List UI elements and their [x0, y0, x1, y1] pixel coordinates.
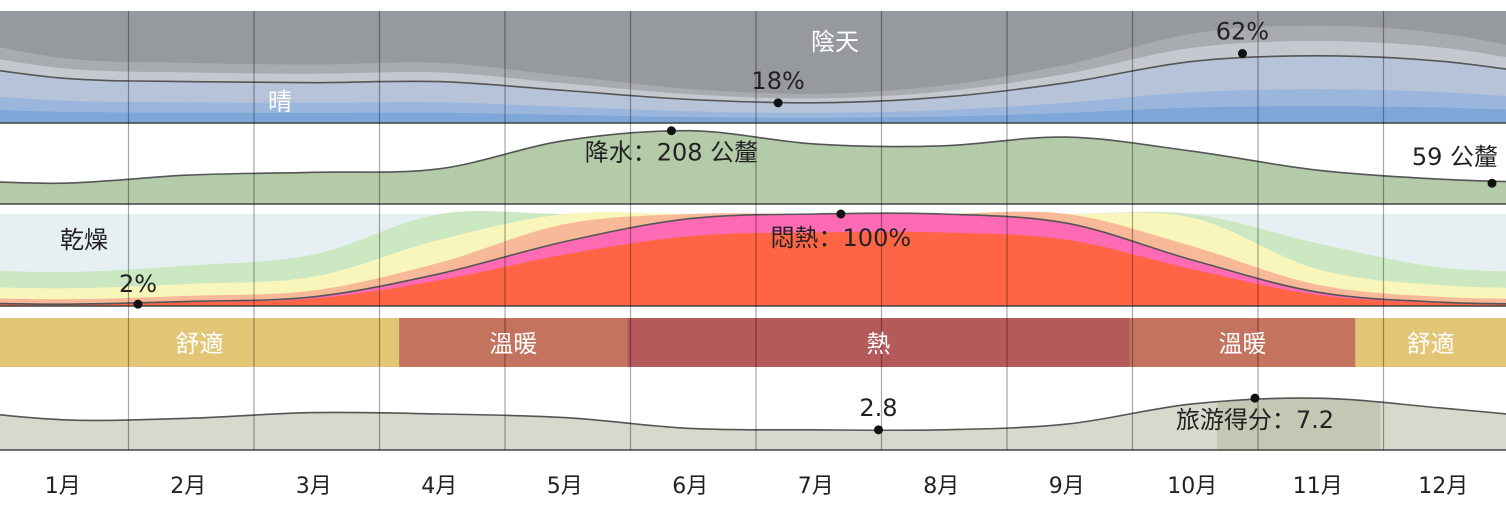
dry-label: 乾燥: [60, 226, 108, 254]
temperature-bands-panel: [0, 318, 1506, 367]
month-tick-label: 4月: [421, 474, 457, 499]
data-point: [773, 98, 783, 108]
clear-sky-line: [0, 54, 1506, 104]
temperature-band-label: 舒適: [176, 330, 224, 358]
overcast-label: 陰天: [811, 28, 859, 56]
temperature-band: [1355, 318, 1506, 367]
tourism-highlight: [1217, 398, 1381, 450]
humidity-panel: [0, 211, 1506, 307]
cloud-annotation: 62%: [1216, 18, 1269, 46]
tourism-score-panel: [0, 397, 1506, 451]
cloud-cover-panel: [0, 11, 1506, 124]
temperature-band: [399, 318, 628, 367]
precipitation-annotation: 降水：208 公釐: [585, 139, 758, 167]
month-tick-label: 12月: [1418, 474, 1468, 499]
precipitation-annotation: 59 公釐: [1412, 143, 1498, 171]
month-tick-label: 6月: [672, 474, 708, 499]
month-tick-label: 5月: [547, 474, 583, 499]
precipitation-area: [0, 130, 1506, 204]
cloud-annotation: 18%: [751, 67, 804, 95]
data-point: [836, 209, 846, 219]
month-tick-label: 11月: [1293, 474, 1343, 499]
month-tick-label: 2月: [170, 474, 206, 499]
month-gridlines: [127, 11, 1385, 450]
temperature-band: [1129, 318, 1356, 367]
month-tick-label: 1月: [45, 474, 81, 499]
temperature-band-label: 溫暖: [489, 330, 537, 358]
month-axis: 1月 2月 3月 4月 5月 6月 7月 8月 9月 10月 11月 12月: [45, 474, 1469, 499]
precipitation-panel: [0, 129, 1506, 205]
temperature-band-label: 溫暖: [1218, 330, 1266, 358]
data-point: [874, 425, 883, 435]
data-point: [1487, 178, 1497, 188]
tourism-line: [0, 397, 1506, 432]
humidity-annotation: 2%: [119, 270, 157, 298]
data-point: [1237, 49, 1247, 59]
muggy-line: [0, 212, 1506, 306]
precipitation-line: [0, 129, 1506, 185]
temperature-band-label: 熱: [867, 330, 891, 358]
tourism-area: [0, 398, 1506, 450]
month-tick-label: 10月: [1167, 474, 1217, 499]
temperature-band: [627, 318, 1130, 367]
month-tick-label: 8月: [923, 474, 959, 499]
clear-label: 晴: [268, 88, 292, 116]
temperature-band: [0, 318, 400, 367]
month-tick-label: 3月: [296, 474, 332, 499]
month-tick-label: 9月: [1049, 474, 1085, 499]
humidity-annotation: 悶熱：100%: [771, 224, 912, 252]
cloud-band: [0, 106, 1506, 123]
humidity-band: [0, 250, 1506, 306]
temperature-band-label: 舒適: [1407, 330, 1455, 358]
data-point: [1250, 393, 1260, 403]
data-point: [666, 126, 676, 136]
month-tick-label: 7月: [798, 474, 834, 499]
data-point: [133, 299, 143, 309]
tourism-annotation: 旅游得分：7.2: [1176, 406, 1334, 434]
tourism-annotation: 2.8: [859, 394, 897, 422]
